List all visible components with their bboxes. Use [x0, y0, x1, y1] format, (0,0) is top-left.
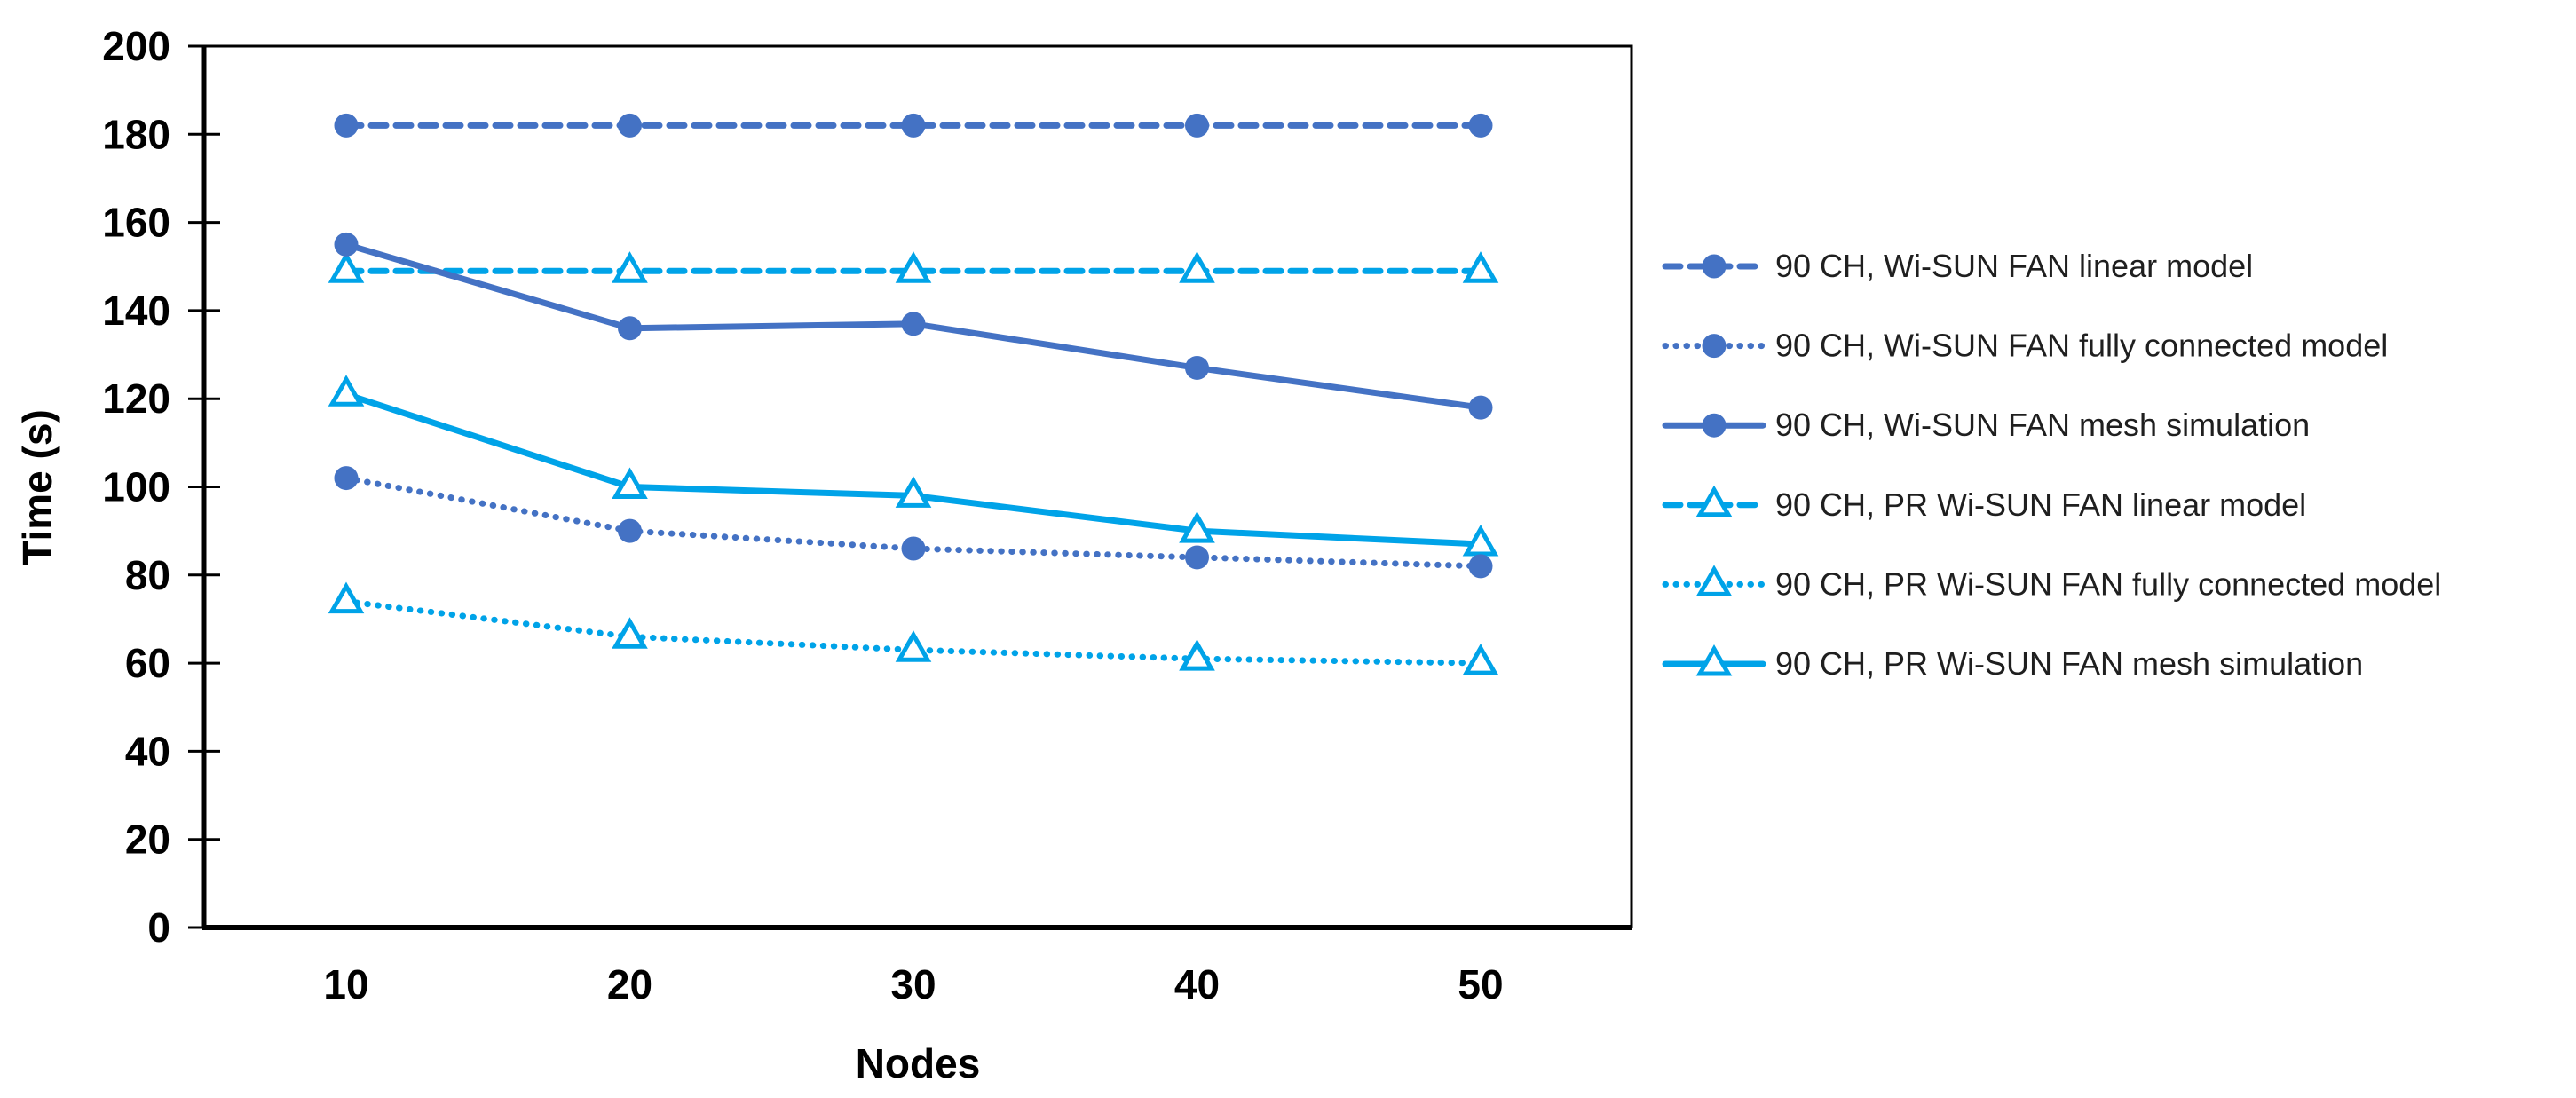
data-point-triangle — [612, 617, 648, 649]
y-axis-tick-label: 80 — [125, 552, 170, 598]
legend-label: 90 CH, Wi-SUN FAN mesh simulation — [1775, 407, 2310, 443]
x-axis-tick-label: 50 — [1458, 961, 1503, 1007]
data-point-triangle — [1462, 525, 1499, 557]
data-point-circle — [618, 113, 642, 138]
series-2 — [334, 232, 1493, 420]
legend-label: 90 CH, Wi-SUN FAN fully connected model — [1775, 328, 2388, 364]
y-axis-tick-label: 120 — [102, 375, 170, 422]
series-5 — [328, 375, 1499, 557]
x-axis-title: Nodes — [856, 1040, 981, 1086]
data-point-triangle — [895, 476, 932, 508]
data-point-triangle — [1695, 644, 1733, 676]
data-point-triangle — [1179, 251, 1215, 283]
data-point-triangle — [895, 251, 932, 283]
data-point-triangle — [1695, 485, 1733, 517]
data-point-triangle — [328, 251, 365, 283]
y-axis-tick-label: 40 — [125, 728, 170, 774]
plot-frame-top-right — [204, 44, 1633, 928]
data-point-circle — [334, 113, 359, 138]
series-line — [343, 391, 1484, 548]
data-point-triangle — [1179, 511, 1215, 543]
series-1 — [334, 466, 1493, 579]
data-point-circle — [1185, 355, 1209, 380]
legend-entry: 90 CH, PR Wi-SUN FAN fully connected mod… — [1662, 565, 2441, 602]
x-axis-tick-label: 20 — [607, 961, 652, 1007]
data-point-triangle — [328, 581, 365, 614]
data-point-circle — [1702, 413, 1727, 438]
data-point-triangle — [328, 375, 365, 407]
data-point-triangle — [1462, 251, 1499, 283]
y-axis-title: Time (s) — [14, 409, 60, 565]
data-point-circle — [334, 232, 359, 257]
y-axis-tick-label: 60 — [125, 640, 170, 686]
x-axis-tick-label: 10 — [323, 961, 368, 1007]
data-point-circle — [901, 113, 926, 138]
y-axis-tick-label: 200 — [102, 23, 170, 69]
y-axis-tick-label: 100 — [102, 464, 170, 510]
series-0 — [334, 113, 1493, 138]
data-point-circle — [1702, 334, 1727, 359]
data-point-circle — [618, 316, 642, 341]
data-point-circle — [1185, 545, 1209, 570]
data-point-circle — [1468, 554, 1493, 579]
data-point-circle — [1185, 113, 1209, 138]
legend-entry: 90 CH, PR Wi-SUN FAN linear model — [1662, 485, 2306, 523]
data-point-circle — [1702, 254, 1727, 279]
data-point-triangle — [1179, 639, 1215, 671]
y-axis-tick-label: 160 — [102, 200, 170, 246]
data-point-circle — [334, 466, 359, 491]
data-point-circle — [901, 312, 926, 336]
x-axis: 10 20 30 40 50 — [323, 961, 1503, 1007]
y-axis-tick-label: 20 — [125, 817, 170, 863]
legend-label: 90 CH, PR Wi-SUN FAN linear model — [1775, 486, 2306, 523]
data-point-triangle — [612, 251, 648, 283]
data-point-circle — [1468, 395, 1493, 420]
legend-entry: 90 CH, Wi-SUN FAN fully connected model — [1662, 328, 2388, 364]
series-line — [343, 598, 1484, 667]
x-axis-tick-label: 30 — [890, 961, 936, 1007]
data-point-circle — [901, 536, 926, 561]
legend-entry: 90 CH, Wi-SUN FAN linear model — [1662, 248, 2253, 284]
series-4 — [328, 581, 1499, 675]
data-point-triangle — [612, 467, 648, 499]
legend-entry: 90 CH, Wi-SUN FAN mesh simulation — [1662, 407, 2310, 443]
y-axis-tick-label: 0 — [147, 904, 170, 951]
y-axis-tick-label: 140 — [102, 288, 170, 334]
legend: 90 CH, Wi-SUN FAN linear model 90 CH, Wi-… — [1662, 248, 2441, 682]
data-point-circle — [1468, 113, 1493, 138]
data-point-circle — [618, 518, 642, 543]
x-axis-tick-label: 40 — [1174, 961, 1220, 1007]
y-axis-tick-label: 180 — [102, 111, 170, 157]
legend-label: 90 CH, PR Wi-SUN FAN mesh simulation — [1775, 645, 2363, 682]
series-3 — [328, 251, 1499, 283]
legend-entry: 90 CH, PR Wi-SUN FAN mesh simulation — [1662, 644, 2363, 682]
legend-label: 90 CH, PR Wi-SUN FAN fully connected mod… — [1775, 565, 2441, 602]
data-point-triangle — [1695, 565, 1733, 596]
series-layer — [328, 113, 1499, 675]
data-point-triangle — [1462, 644, 1499, 675]
data-point-triangle — [895, 630, 932, 662]
legend-label: 90 CH, Wi-SUN FAN linear model — [1775, 248, 2253, 284]
y-axis: 0 20 40 60 80 100 120 140 160 180 200 — [102, 23, 220, 951]
